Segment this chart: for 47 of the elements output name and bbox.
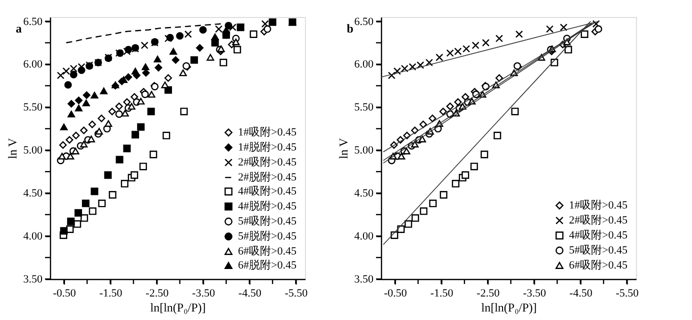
legend-label: 4#吸附>0.45 [569,230,628,242]
x-tick-label: -0.50 [52,288,76,300]
legend-label: 2#吸附>0.45 [569,214,628,226]
legend-label: 5#吸附>0.45 [569,244,628,256]
x-tick-label: -4.50 [569,288,593,300]
y-tick-label: 5.50 [23,102,43,114]
x-tick-label: -3.50 [192,288,216,300]
y-tick-label: 6.00 [354,58,374,71]
chart-title: a [16,21,22,36]
y-tick-label: 6.50 [23,16,43,28]
x-tick-label: -3.50 [523,288,546,300]
legend-label: 1#吸附>0.45 [569,200,628,212]
y-tick-label: 6.50 [354,16,374,28]
legend-label: 6#脱附>0.45 [238,260,297,272]
y-axis-title: ln V [336,138,350,159]
y-tick-label: 3.50 [23,274,43,286]
y-tick-label: 4.50 [23,188,43,200]
x-tick-label: -5.50 [616,288,640,300]
legend-label: 6#吸附>0.45 [238,246,297,258]
y-tick-label: 4.00 [354,230,374,243]
y-tick-label: 4.00 [23,230,43,243]
legend-label: 6#吸附>0.45 [569,260,628,272]
y-tick-label: 5.00 [354,144,374,157]
x-tick-label: -1.50 [99,288,123,300]
legend-label: 1#脱附>0.45 [238,142,297,154]
legend-label: 5#吸附>0.45 [238,216,297,228]
x-axis-title: ln[ln(P₀/P)] [481,300,537,314]
legend-label: 2#脱附>0.45 [238,172,297,184]
y-tick-label: 5.50 [354,102,374,114]
x-tick-label: -0.50 [384,288,408,300]
y-axis-title: ln V [5,138,20,159]
legend-label: 4#吸附>0.45 [238,186,297,198]
legend-label: 4#脱附>0.45 [238,200,297,212]
y-tick-label: 3.50 [354,274,374,286]
x-tick-label: -2.50 [146,288,170,300]
y-tick-label: 6.00 [23,58,43,71]
x-axis-title: ln[ln(P₀/P)] [150,300,206,314]
legend-label: 5#脱附>0.45 [238,230,297,242]
x-tick-label: -1.50 [430,288,454,300]
x-tick-label: -4.50 [238,288,262,300]
y-tick-label: 4.50 [354,188,374,200]
y-tick-label: 5.00 [23,144,43,157]
chart-title: b [346,21,354,36]
legend-label: 2#吸附>0.45 [238,156,297,168]
x-tick-label: -5.50 [284,288,308,300]
x-tick-label: -2.50 [476,288,500,300]
legend-label: 1#吸附>0.45 [238,126,297,138]
